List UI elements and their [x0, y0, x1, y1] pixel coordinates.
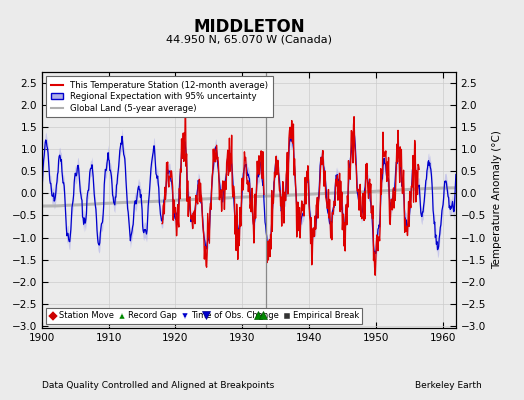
Legend: Station Move, Record Gap, Time of Obs. Change, Empirical Break: Station Move, Record Gap, Time of Obs. C… — [46, 308, 363, 324]
Y-axis label: Temperature Anomaly (°C): Temperature Anomaly (°C) — [492, 130, 501, 270]
Text: Berkeley Earth: Berkeley Earth — [416, 381, 482, 390]
Text: Data Quality Controlled and Aligned at Breakpoints: Data Quality Controlled and Aligned at B… — [42, 381, 274, 390]
Text: 44.950 N, 65.070 W (Canada): 44.950 N, 65.070 W (Canada) — [166, 34, 332, 44]
Text: MIDDLETON: MIDDLETON — [193, 18, 305, 36]
